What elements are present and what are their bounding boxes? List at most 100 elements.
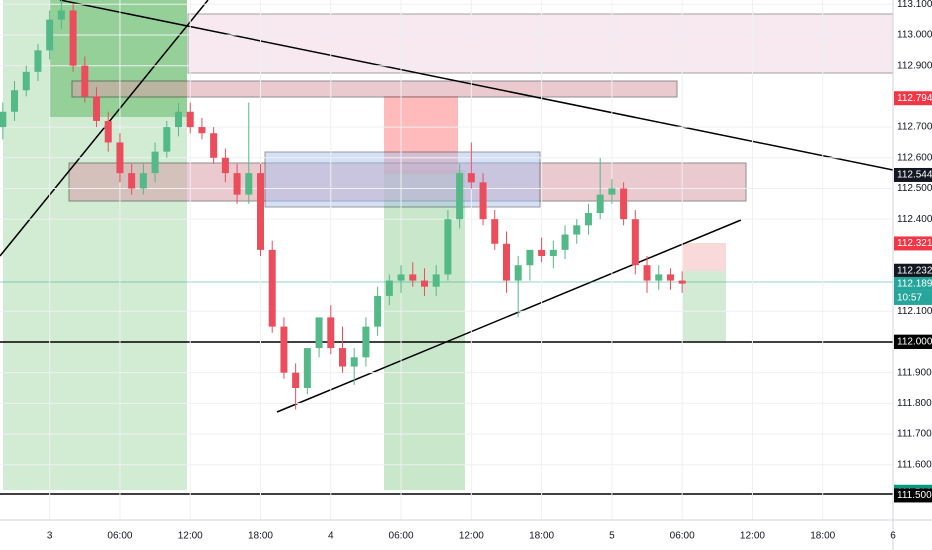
candle-body (643, 265, 651, 281)
candle-body (350, 357, 358, 367)
price-label: 111.500 (897, 490, 932, 501)
candle-body (69, 10, 77, 66)
candle-body (34, 50, 42, 72)
candle-body (256, 173, 264, 250)
candle-body (666, 274, 674, 281)
candle-body (526, 249, 534, 266)
candle-body (210, 133, 218, 158)
candle-body (245, 173, 253, 195)
price-label: 112.321 (897, 238, 932, 249)
price-label: 112.000 (897, 337, 932, 348)
candle-body (561, 234, 569, 250)
candle-body (362, 326, 370, 358)
candle-body (678, 280, 686, 284)
candle-body (338, 348, 346, 367)
y-tick-label: 113.100 (897, 0, 932, 10)
candle-body (596, 194, 604, 214)
candle-body (128, 173, 136, 189)
candle-body (280, 326, 288, 373)
price-label: 112.794 (897, 93, 932, 104)
x-tick-label: 06:00 (670, 531, 695, 542)
y-tick-label: 113.000 (897, 30, 932, 41)
x-tick-label: 18:00 (248, 531, 273, 542)
y-tick-label: 111.900 (897, 367, 932, 378)
candle-body (397, 274, 405, 281)
y-tick-label: 112.100 (897, 306, 932, 317)
candle-body (22, 71, 30, 91)
candle-body (327, 317, 335, 349)
candle-body (608, 188, 616, 195)
price-label-bg (894, 167, 932, 182)
candle-body (491, 219, 499, 244)
candle-body (573, 225, 581, 235)
price-label-bg (894, 263, 932, 278)
candle-body (139, 173, 147, 189)
candle-body (268, 249, 276, 327)
x-tick-label: 4 (328, 531, 334, 542)
price-label: 112.232 (897, 265, 932, 276)
y-tick-label: 112.600 (897, 152, 932, 163)
candle-body (163, 127, 171, 152)
candle-body (420, 280, 428, 287)
x-tick-label: 12:00 (459, 531, 484, 542)
x-tick-label: 12:00 (740, 531, 765, 542)
candle-body (175, 111, 183, 128)
y-tick-label: 111.700 (897, 429, 932, 440)
candle-body (11, 90, 19, 112)
y-tick-label: 112.900 (897, 60, 932, 71)
price-label-bg (894, 236, 932, 251)
candle-body (631, 219, 639, 266)
candle-body (432, 274, 440, 287)
candle-body (620, 188, 628, 220)
x-tick-label: 12:00 (178, 531, 203, 542)
candle-body (514, 265, 522, 281)
candle-body (221, 157, 229, 174)
candle-body (46, 19, 54, 51)
x-tick-label: 6 (890, 531, 896, 542)
candle-body (502, 243, 510, 281)
candle-body (93, 96, 101, 121)
y-tick-label: 112.700 (897, 122, 932, 133)
y-tick-label: 111.800 (897, 398, 932, 409)
candle-body (315, 317, 323, 349)
candle-body (233, 173, 241, 195)
price-label: 112.189 (897, 279, 932, 290)
x-tick-label: 18:00 (529, 531, 554, 542)
candle-body (116, 142, 124, 174)
drawings (0, 0, 894, 495)
price-label-bg (894, 334, 932, 349)
candle-body (479, 182, 487, 220)
candle-body (374, 295, 382, 327)
candle-body (303, 348, 311, 389)
countdown: 10:57 (897, 293, 922, 304)
x-tick-label: 5 (609, 531, 615, 542)
candle-body (467, 173, 475, 183)
candle-body (456, 173, 464, 220)
y-tick-label: 112.400 (897, 214, 932, 225)
candle-body (104, 120, 112, 143)
candle-body (538, 249, 546, 257)
candle-body (186, 111, 194, 128)
candle-body (385, 280, 393, 296)
y-tick-label: 112.500 (897, 183, 932, 194)
x-tick-label: 18:00 (810, 531, 835, 542)
price-label-bg (894, 488, 932, 503)
price-label: 112.544 (897, 170, 932, 181)
countdown-bg (894, 290, 932, 305)
candle-body (549, 249, 557, 257)
candle-body (292, 372, 300, 389)
candle-body (655, 274, 663, 281)
candle-body (81, 65, 89, 97)
candle-body (409, 274, 417, 281)
x-tick-label: 3 (47, 531, 53, 542)
candle-body (584, 213, 592, 226)
price-label-bg (894, 91, 932, 106)
candle-body (198, 127, 206, 134)
candle-body (151, 151, 159, 174)
x-tick-label: 06:00 (107, 531, 132, 542)
price-label-bg (894, 276, 932, 291)
candle-body (444, 219, 452, 275)
y-tick-label: 111.600 (897, 459, 932, 470)
candle-body (0, 111, 7, 128)
